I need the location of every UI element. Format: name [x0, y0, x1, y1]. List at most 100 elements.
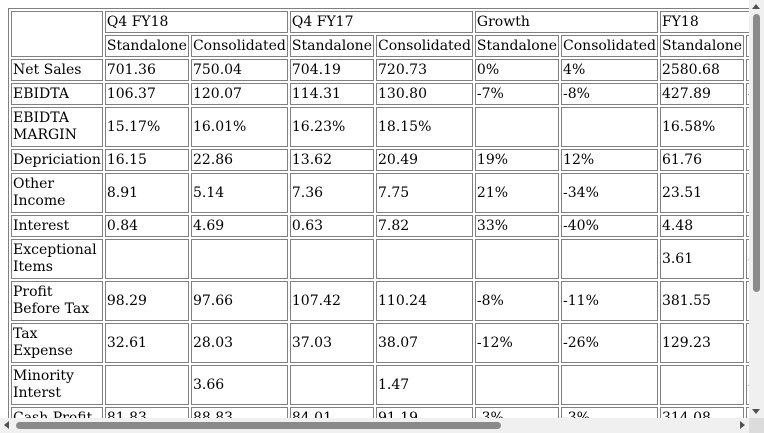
row-label: Depriciation [11, 149, 103, 171]
table-cell: 16.58% [659, 107, 745, 147]
table-cell: 750.04 [190, 59, 288, 81]
table-cell: 323.49 [746, 407, 749, 418]
table-cell: 15.17% [104, 107, 189, 147]
table-cell: 81.83 [104, 407, 189, 418]
table-cell: -11% [561, 281, 658, 321]
table-cell [561, 107, 658, 147]
table-cell: 19% [474, 149, 560, 171]
table-cell [289, 365, 374, 405]
table-row: Other Income 8.91 5.14 7.36 7.75 21% -34% 23.51… [11, 173, 749, 213]
table-cell [474, 239, 560, 279]
table-cell: 98.29 [104, 281, 189, 321]
table-cell: 8.91 [104, 173, 189, 213]
table-row: EBIDTA MARGIN 15.17% 16.01% 16.23% 18.15% 16.… [11, 107, 749, 147]
table-cell: 20.49 [376, 149, 473, 171]
table-cell: 32.61 [104, 323, 189, 363]
table-cell: 88.53 [746, 149, 749, 171]
table-cell: -0.75 [746, 239, 749, 279]
table-viewport[interactable]: Q4 FY18 Q4 FY17 Growth FY18 Standalone C… [0, 0, 749, 418]
row-label: Cash Profit [11, 407, 103, 418]
table-row: EBIDTA 106.37 120.07 114.31 130.80 -7% -8% 427.… [11, 83, 749, 105]
row-label: Other Income [11, 173, 103, 213]
table-cell: 24.10 [746, 215, 749, 237]
table-cell [376, 239, 473, 279]
table-cell [104, 239, 189, 279]
sub-header-cell: Consolidated [376, 35, 473, 57]
sub-header-cell: Consolidated [190, 35, 288, 57]
table-cell: 120.07 [190, 83, 288, 105]
table-cell: 0% [474, 59, 560, 81]
table-cell [190, 239, 288, 279]
table-row: Net Sales 701.36 750.04 704.19 720.73 0% 4% 258… [11, 59, 749, 81]
row-label: Profit Before Tax [11, 281, 103, 321]
row-label: Net Sales [11, 59, 103, 81]
table-cell: 10.84 [746, 173, 749, 213]
table-cell: 5.14 [190, 173, 288, 213]
scroll-left-arrow-icon[interactable] [4, 421, 9, 429]
row-label: EBIDTA [11, 83, 103, 105]
table-cell: 114.31 [289, 83, 374, 105]
table-cell: 4.48 [659, 215, 745, 237]
table-cell: 381.55 [659, 281, 745, 321]
table-cell [474, 365, 560, 405]
table-cell: 33% [474, 215, 560, 237]
table-cell: 16.01% [190, 107, 288, 147]
table-cell [561, 239, 658, 279]
table-cell: 704.19 [289, 59, 374, 81]
group-header-fy18: FY18 [659, 11, 749, 33]
sub-header-cell: Standalone [659, 35, 745, 57]
group-header-growth: Growth [474, 11, 658, 33]
table-cell: -40% [561, 215, 658, 237]
table-cell: 107.42 [289, 281, 374, 321]
table-cell: 7.36 [289, 173, 374, 213]
table-cell: 456.36 [746, 83, 749, 105]
table-row: Minority Interst 3.66 1.47 -6.36 [11, 365, 749, 405]
table-cell: -6.36 [746, 365, 749, 405]
table-body: Q4 FY18 Q4 FY17 Growth FY18 Standalone C… [11, 11, 749, 418]
row-label: EBIDTA MARGIN [11, 107, 103, 147]
horizontal-scrollbar[interactable] [0, 418, 749, 433]
table-cell: 28.03 [190, 323, 288, 363]
table-cell: 427.89 [659, 83, 745, 105]
scroll-down-arrow-icon[interactable] [752, 409, 760, 414]
table-cell: 106.37 [104, 83, 189, 105]
table-cell: 110.24 [376, 281, 473, 321]
table-cell: 720.73 [376, 59, 473, 81]
table-cell [104, 365, 189, 405]
vertical-scrollbar[interactable] [749, 0, 764, 418]
scroll-right-arrow-icon[interactable] [740, 421, 745, 429]
table-row: Cash Profit 81.83 88.83 84.01 91.19 -3% -3% 314… [11, 407, 749, 418]
table-cell: 38.07 [376, 323, 473, 363]
sub-header-cell: Standalone [289, 35, 374, 57]
vertical-scroll-thumb[interactable] [753, 14, 760, 292]
sub-header-cell: Consolidated [561, 35, 658, 57]
row-label: Interest [11, 215, 103, 237]
group-header-q4fy17: Q4 FY17 [289, 11, 473, 33]
table-cell: -7% [474, 83, 560, 105]
table-cell: -3% [561, 407, 658, 418]
table-row: Tax Expense 32.61 28.03 37.03 38.07 -12% -26% 1… [11, 323, 749, 363]
scroll-up-arrow-icon[interactable] [752, 4, 760, 9]
table-cell [659, 365, 745, 405]
table-cell: -8% [474, 281, 560, 321]
horizontal-scroll-thumb[interactable] [16, 422, 501, 429]
scrollbar-corner [749, 418, 764, 433]
table-cell: 0.63 [289, 215, 374, 237]
sub-header-row: Standalone Consolidated Standalone Conso… [11, 35, 749, 57]
table-cell [289, 239, 374, 279]
table-row: Depriciation 16.15 22.86 13.62 20.49 19% 12% 61… [11, 149, 749, 171]
table-cell: 88.83 [190, 407, 288, 418]
sub-header-cell: Standalone [104, 35, 189, 57]
row-label: Tax Expense [11, 323, 103, 363]
table-cell: 16.15 [104, 149, 189, 171]
financial-results-table: Q4 FY18 Q4 FY17 Growth FY18 Standalone C… [8, 8, 749, 418]
table-row: Exceptional Items 3.61-0.75 [11, 239, 749, 279]
table-cell: -3% [474, 407, 560, 418]
table-cell: 701.36 [104, 59, 189, 81]
table-cell: 1.47 [376, 365, 473, 405]
table-cell: 0.84 [104, 215, 189, 237]
table-cell: -34% [561, 173, 658, 213]
table-cell: 355.32 [746, 281, 749, 321]
table-cell: 23.51 [659, 173, 745, 213]
